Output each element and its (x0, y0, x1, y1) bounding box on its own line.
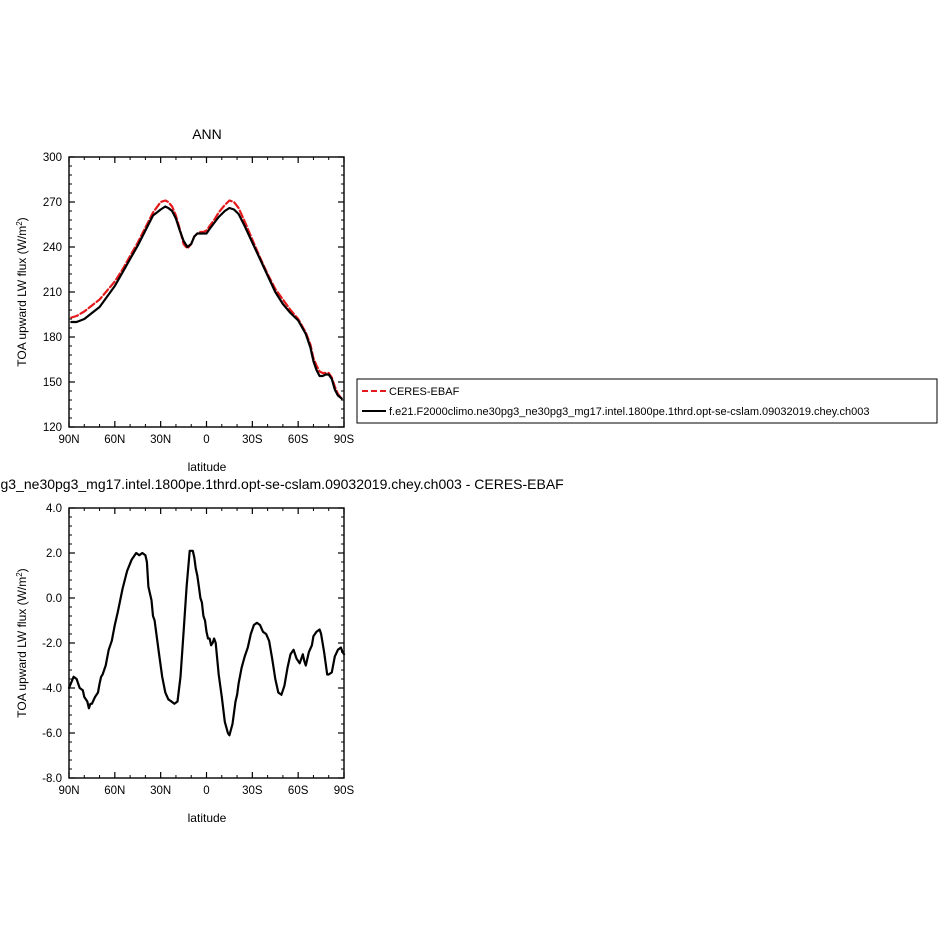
bottom-y-tick-label: -6.0 (42, 728, 62, 740)
top-series-line-0 (70, 199, 343, 400)
bottom-y-tick-label: -2.0 (42, 638, 62, 650)
bottom-x-tick-label: 60N (104, 785, 125, 797)
bottom-tick-group: 90N 60N 30N 0 30S 60S 90S -8.0 -6.0 -4.0 -2.0 0.0 2.… (42, 503, 354, 797)
bottom-y-tick-label: 4.0 (46, 503, 62, 515)
top-y-tick-label: 210 (43, 287, 62, 299)
bottom-y-tick-label: 2.0 (46, 548, 62, 560)
bottom-x-tick-label: 0 (203, 785, 209, 797)
top-y-tick-label: 240 (43, 242, 62, 254)
bottom-y-axis-title: TOA upward LW flux (W/m2) (15, 568, 29, 717)
legend-label-model: f.e21.F2000climo.ne30pg3_ne30pg3_mg17.in… (389, 406, 869, 418)
top-series-group (70, 199, 343, 400)
top-x-tick-label: 30N (150, 434, 171, 446)
bottom-x-axis-title: latitude (188, 811, 227, 825)
top-y-tick-label: 150 (43, 377, 62, 389)
bottom-panel-title: f.e21.F2000climo.ne30pg3_ne30pg3_mg17.in… (0, 476, 564, 492)
bottom-y-tick-label: -8.0 (42, 773, 62, 785)
top-x-axis-title: latitude (188, 460, 227, 474)
top-y-axis-title: TOA upward LW flux (W/m2) (15, 217, 29, 366)
top-x-tick-label: 0 (203, 434, 209, 446)
legend-label-ceres: CERES-EBAF (389, 386, 460, 398)
top-x-tick-label: 30S (242, 434, 263, 446)
panel-bottom: f.e21.F2000climo.ne30pg3_ne30pg3_mg17.in… (0, 476, 564, 825)
top-x-tick-label: 90N (58, 434, 79, 446)
top-panel-title: ANN (192, 126, 222, 142)
bottom-y-tick-label: -4.0 (42, 683, 62, 695)
top-x-tick-label: 60N (104, 434, 125, 446)
bottom-x-tick-label: 60S (288, 785, 309, 797)
top-y-tick-label: 180 (43, 332, 62, 344)
top-x-tick-label: 60S (288, 434, 309, 446)
bottom-y-tick-label: 0.0 (46, 593, 62, 605)
top-y-tick-label: 300 (43, 152, 62, 164)
bottom-x-tick-label: 90S (334, 785, 355, 797)
bottom-series-line-0 (67, 549, 346, 737)
panel-top: ANN 90N 60N 30N 0 30S 60S 90S 120 150 180 210 240 27… (15, 126, 355, 474)
bottom-x-tick-label: 30S (242, 785, 263, 797)
legend: CERES-EBAF f.e21.F2000climo.ne30pg3_ne30… (356, 378, 938, 424)
bottom-x-tick-label: 90N (58, 785, 79, 797)
top-series-line-1 (70, 205, 343, 400)
top-tick-group: 90N 60N 30N 0 30S 60S 90S 120 150 180 210 240 270 300 (43, 152, 355, 446)
top-y-tick-label: 270 (43, 197, 62, 209)
top-y-tick-label: 120 (43, 422, 62, 434)
top-x-tick-label: 90S (334, 434, 355, 446)
legend-box (356, 378, 938, 424)
bottom-series-group (67, 549, 346, 737)
bottom-x-tick-label: 30N (150, 785, 171, 797)
